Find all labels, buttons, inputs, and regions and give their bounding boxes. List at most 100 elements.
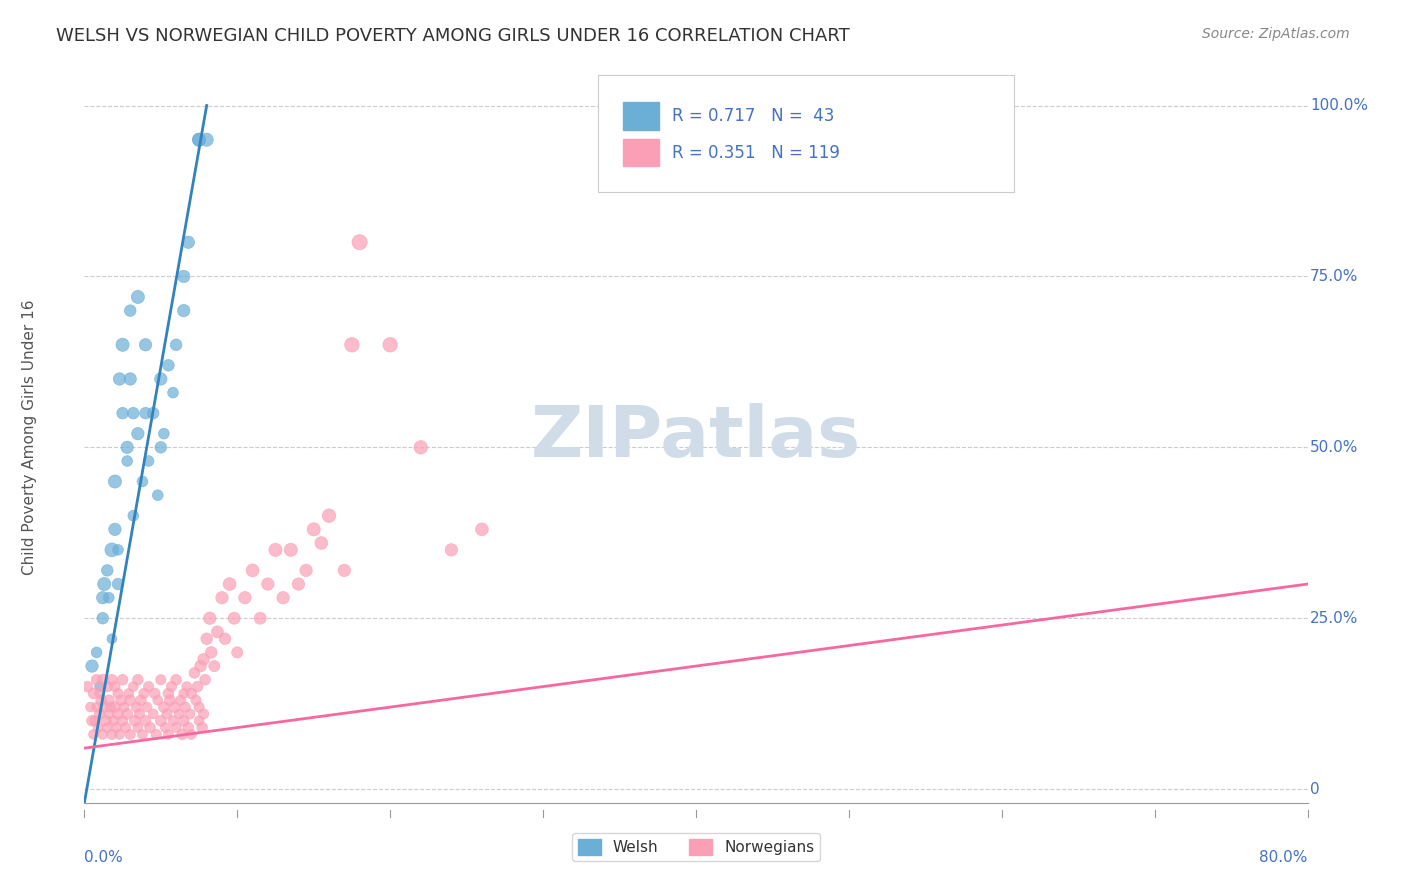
Point [87,721,110,735]
Point [89,686,111,700]
Point [131,475,153,489]
Text: Child Poverty Among Girls Under 16: Child Poverty Among Girls Under 16 [22,300,37,574]
Point [340,338,363,352]
Text: Source: ZipAtlas.com: Source: ZipAtlas.com [1202,27,1350,41]
Point [122,680,145,694]
Point [104,680,127,694]
Point [202,659,225,673]
Point [128,706,150,721]
Point [156,706,179,721]
Point [118,686,141,700]
Point [193,652,215,666]
Point [104,475,127,489]
Point [165,338,187,352]
Point [84,714,107,728]
Point [135,338,157,352]
Point [173,714,195,728]
Point [80,659,103,673]
Point [108,372,131,386]
Point [188,133,211,147]
Point [165,673,187,687]
Point [138,680,160,694]
Point [96,721,118,735]
Point [188,700,211,714]
Point [155,721,177,735]
Point [107,686,129,700]
Text: 80.0%: 80.0% [1260,850,1308,865]
Point [146,488,169,502]
Point [83,686,105,700]
Point [179,706,201,721]
Point [142,406,165,420]
Text: WELSH VS NORWEGIAN CHILD POVERTY AMONG GIRLS UNDER 16 CORRELATION CHART: WELSH VS NORWEGIAN CHILD POVERTY AMONG G… [56,27,851,45]
Point [163,700,186,714]
Point [167,706,190,721]
Point [157,686,180,700]
Point [149,372,172,386]
Text: 25.0%: 25.0% [1310,611,1358,625]
Point [91,673,114,687]
Point [94,714,117,728]
Point [318,508,340,523]
Point [97,591,120,605]
Point [380,338,402,352]
Point [115,454,138,468]
Point [76,680,98,694]
Point [280,542,302,557]
Point [138,454,160,468]
Point [149,673,172,687]
Point [107,542,129,557]
Point [200,645,222,659]
Point [184,693,207,707]
Point [349,235,371,250]
Point [112,700,135,714]
Point [211,591,233,605]
Text: 50.0%: 50.0% [1310,440,1358,455]
Point [198,611,221,625]
Point [143,686,166,700]
Point [90,693,112,707]
Point [311,536,333,550]
Legend: Welsh, Norwegians: Welsh, Norwegians [572,833,820,861]
Point [173,303,195,318]
FancyBboxPatch shape [598,75,1014,192]
Text: 100.0%: 100.0% [1310,98,1368,113]
Point [127,290,149,304]
Point [287,577,309,591]
Point [132,686,155,700]
Point [157,359,180,373]
Point [104,522,127,536]
Point [86,673,108,687]
Point [160,680,183,694]
Point [111,406,134,420]
Point [125,700,148,714]
Point [207,624,229,639]
Point [107,706,129,721]
Point [115,706,138,721]
Point [107,577,129,591]
Point [186,680,208,694]
Point [131,727,153,741]
Point [97,693,120,707]
Point [146,693,169,707]
Text: R = 0.717   N =  43: R = 0.717 N = 43 [672,107,834,125]
Point [193,706,215,721]
Point [122,406,145,420]
Point [173,686,195,700]
Point [98,700,121,714]
Point [108,727,131,741]
Point [471,522,494,536]
Point [173,269,195,284]
Point [264,542,287,557]
Point [136,700,159,714]
Text: ZIPatlas: ZIPatlas [531,402,860,472]
Point [80,714,103,728]
Point [111,673,134,687]
Point [122,508,145,523]
Point [96,680,118,694]
Point [188,714,211,728]
Point [120,372,142,386]
Point [124,714,146,728]
Point [170,693,193,707]
Point [91,591,114,605]
